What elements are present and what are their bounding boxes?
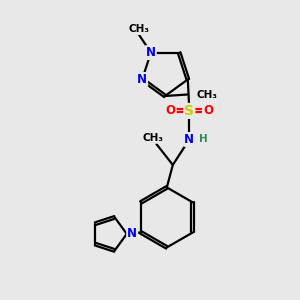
Text: N: N [127,227,137,240]
Text: S: S [184,104,194,118]
Text: O: O [203,104,213,117]
Text: O: O [166,104,176,117]
Text: N: N [184,133,194,146]
Text: CH₃: CH₃ [128,24,149,34]
Text: CH₃: CH₃ [196,89,218,100]
Text: CH₃: CH₃ [142,133,163,143]
Text: N: N [137,73,147,86]
Text: H: H [200,134,208,144]
Text: N: N [146,46,156,59]
